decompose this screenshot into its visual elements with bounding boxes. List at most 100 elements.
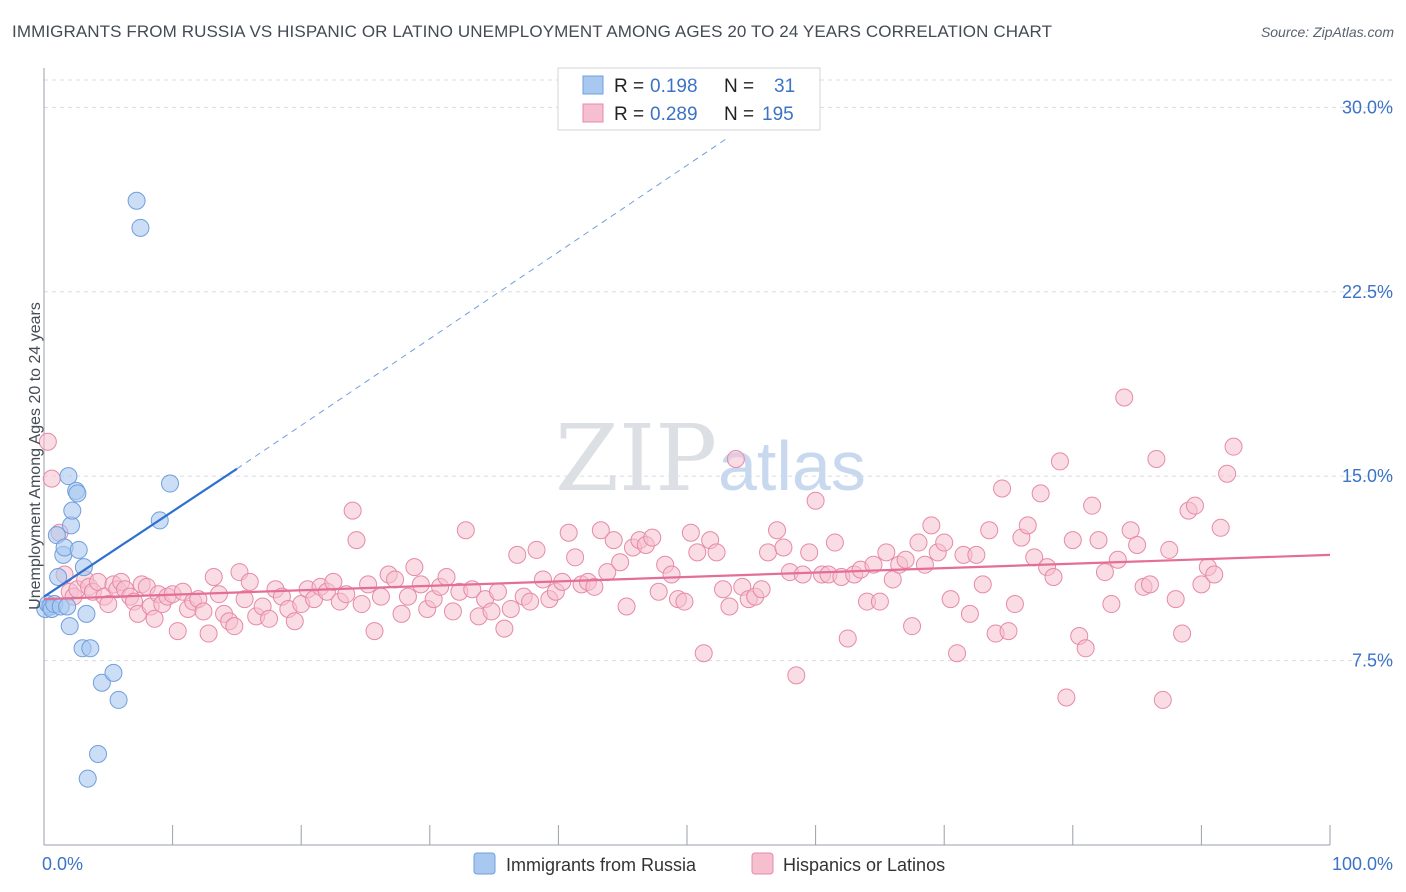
- data-point-hispanics: [365, 622, 384, 641]
- data-point-hispanics: [662, 565, 681, 584]
- watermark-atlas: atlas: [718, 427, 866, 505]
- data-point-hispanics: [870, 592, 889, 611]
- data-point-hispanics: [411, 575, 430, 594]
- data-point-hispanics: [675, 592, 694, 611]
- data-point-hispanics: [935, 533, 954, 552]
- data-point-hispanics: [643, 528, 662, 547]
- y-tick-label: 30.0%: [1342, 97, 1393, 117]
- data-point-hispanics: [1224, 437, 1243, 456]
- legend-r-value: 0.198: [650, 76, 698, 97]
- data-point-hispanics: [371, 587, 390, 606]
- data-point-hispanics: [1102, 595, 1121, 614]
- axes: [43, 68, 1331, 846]
- watermark: ZIP atlas: [555, 405, 866, 512]
- data-point-hispanics: [204, 567, 223, 586]
- legend-n-value: 195: [762, 104, 794, 125]
- data-point-hispanics: [967, 545, 986, 564]
- correlation-legend: R = 0.198 N = 31 R = 0.289 N = 195: [557, 67, 821, 131]
- watermark-zip: ZIP: [555, 405, 717, 512]
- data-point-hispanics: [1153, 690, 1172, 709]
- data-point-hispanics: [405, 558, 424, 577]
- data-point-hispanics: [260, 609, 279, 628]
- data-point-russia: [68, 484, 87, 503]
- data-point-hispanics: [199, 624, 218, 643]
- data-point-hispanics: [1031, 484, 1050, 503]
- series-legend: Immigrants from Russia Hispanics or Lati…: [473, 852, 945, 875]
- y-tick-labels: 7.5% 15.0% 22.5% 30.0%: [1342, 97, 1393, 670]
- y-tick-label: 15.0%: [1342, 466, 1393, 486]
- data-point-hispanics: [1140, 575, 1159, 594]
- data-point-hispanics: [194, 602, 213, 621]
- data-point-hispanics: [38, 432, 57, 451]
- data-point-hispanics: [694, 644, 713, 663]
- source-label: Source: ZipAtlas.com: [1260, 24, 1394, 40]
- data-point-russia: [58, 597, 77, 616]
- data-point-russia: [59, 467, 78, 486]
- series-hispanics-points: [38, 388, 1243, 709]
- y-axis-label: Unemployment Among Ages 20 to 24 years: [27, 302, 44, 610]
- data-point-hispanics: [915, 555, 934, 574]
- data-point-hispanics: [1005, 595, 1024, 614]
- data-point-hispanics: [1095, 563, 1114, 582]
- data-point-hispanics: [456, 521, 475, 540]
- data-point-hispanics: [1211, 518, 1230, 537]
- data-point-hispanics: [999, 622, 1018, 641]
- x-tick-labels: 0.0% 100.0%: [42, 854, 1393, 874]
- trend-line-hispanics: [43, 553, 1331, 601]
- data-point-hispanics: [864, 555, 883, 574]
- data-point-russia: [49, 567, 68, 586]
- data-point-hispanics: [42, 469, 61, 488]
- data-point-hispanics: [521, 592, 540, 611]
- data-point-hispanics: [649, 582, 668, 601]
- data-point-hispanics: [714, 580, 733, 599]
- x-tick-label: 100.0%: [1332, 854, 1393, 874]
- legend-r-label: R =: [614, 76, 644, 97]
- y-tick-label: 22.5%: [1342, 282, 1393, 302]
- data-point-hispanics: [1166, 590, 1185, 609]
- data-point-hispanics: [324, 572, 343, 591]
- data-point-hispanics: [759, 543, 778, 562]
- data-point-hispanics: [1160, 540, 1179, 559]
- data-point-russia: [63, 501, 82, 520]
- data-point-hispanics: [392, 604, 411, 623]
- data-point-russia: [81, 639, 100, 658]
- data-point-hispanics: [707, 543, 726, 562]
- legend-r-label: R =: [614, 104, 644, 125]
- data-point-hispanics: [386, 570, 405, 589]
- data-point-russia: [78, 769, 97, 788]
- data-point-hispanics: [585, 577, 604, 596]
- data-point-hispanics: [443, 602, 462, 621]
- data-point-hispanics: [1205, 565, 1224, 584]
- data-point-russia: [131, 218, 150, 237]
- data-point-hispanics: [941, 590, 960, 609]
- data-point-hispanics: [488, 582, 507, 601]
- data-point-hispanics: [99, 595, 118, 614]
- data-point-russia: [77, 604, 96, 623]
- trend-line-russia: [43, 467, 238, 598]
- legend-label-russia: Immigrants from Russia: [506, 855, 697, 875]
- y-tick-label: 7.5%: [1352, 651, 1393, 671]
- data-point-russia: [74, 558, 93, 577]
- data-point-hispanics: [225, 617, 244, 636]
- data-point-hispanics: [1115, 388, 1134, 407]
- legend-swatch-russia: [473, 852, 496, 875]
- data-point-hispanics: [527, 540, 546, 559]
- legend-r-value: 0.289: [650, 104, 698, 125]
- data-point-hispanics: [352, 595, 371, 614]
- data-point-hispanics: [559, 523, 578, 542]
- data-point-hispanics: [1147, 449, 1166, 468]
- data-point-hispanics: [482, 602, 501, 621]
- data-point-hispanics: [793, 565, 812, 584]
- data-point-hispanics: [1083, 496, 1102, 515]
- chart-title: IMMIGRANTS FROM RUSSIA VS HISPANIC OR LA…: [12, 22, 1053, 41]
- data-point-hispanics: [800, 543, 819, 562]
- data-point-hispanics: [752, 580, 771, 599]
- data-point-hispanics: [604, 531, 623, 550]
- data-point-hispanics: [806, 491, 825, 510]
- trend-lines: [43, 138, 1331, 601]
- data-point-russia: [89, 745, 108, 764]
- data-point-hispanics: [948, 644, 967, 663]
- data-point-hispanics: [145, 609, 164, 628]
- data-point-hispanics: [343, 501, 362, 520]
- data-point-hispanics: [1050, 452, 1069, 471]
